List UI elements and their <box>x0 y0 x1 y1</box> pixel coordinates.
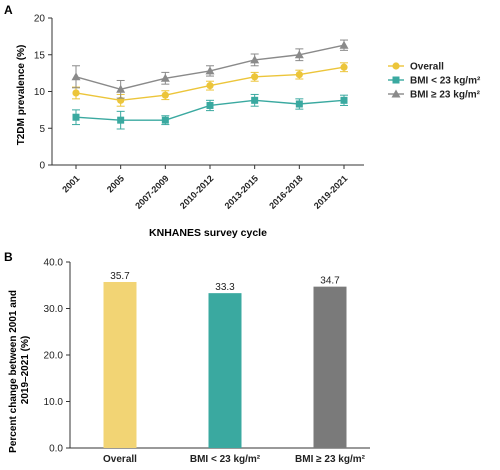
data-point-overall-2010-2012 <box>206 82 214 90</box>
series-bmi-23-kg-m <box>72 93 348 130</box>
panel-a-y-axis-title: T2DM prevalence (%) <box>16 45 27 146</box>
panel-a-y-tick-label-5: 5 <box>39 124 45 135</box>
legend-label-bmi-23-kg-m: BMI < 23 kg/m² <box>410 76 481 87</box>
panel-b-y-axis-title: Percent change between 2001 and 2019–202… <box>8 287 31 453</box>
legend-label-overall: Overall <box>410 62 444 73</box>
data-point-bmi-23-kg-m-2019-2021 <box>340 96 348 104</box>
legend-item-bmi-23-kg-m: BMI < 23 kg/m² <box>388 76 481 87</box>
legend-marker-bmi-23-kg-m <box>391 89 401 98</box>
data-point-bmi-23-kg-m-2001 <box>71 72 81 81</box>
data-point-bmi-23-kg-m-2007-2009 <box>161 116 169 124</box>
legend-item-bmi-23-kg-m: BMI ≥ 23 kg/m² <box>388 89 481 101</box>
legend-label-bmi-23-kg-m: BMI ≥ 23 kg/m² <box>410 90 481 101</box>
data-point-bmi-23-kg-m-2013-2015 <box>251 96 259 104</box>
panel-a-y-tick-label-0: 0 <box>39 161 45 172</box>
data-point-bmi-23-kg-m-2010-2012 <box>205 66 215 75</box>
panel-b-y-tick-label-30-0: 30.0 <box>44 304 64 315</box>
data-point-overall-2016-2018 <box>295 70 303 79</box>
x-category-label-overall: Overall <box>103 454 137 465</box>
panel-b-label: B <box>4 250 13 264</box>
data-point-bmi-23-kg-m-2007-2009 <box>160 73 170 82</box>
bar-value-label-overall: 35.7 <box>110 271 130 282</box>
data-point-overall-2007-2009 <box>161 91 169 99</box>
data-point-overall-2013-2015 <box>251 73 259 81</box>
panel-a-x-tick-label-2005: 2005 <box>105 173 126 194</box>
panel-a-y-tick-label-20: 20 <box>34 14 46 25</box>
x-category-label-bmi-23-kg-m: BMI ≥ 23 kg/m² <box>295 454 366 465</box>
panel-a-x-tick-label-2016-2018: 2016-2018 <box>267 173 305 211</box>
data-point-bmi-23-kg-m-2016-2018 <box>295 100 303 108</box>
data-point-bmi-23-kg-m-2005 <box>116 84 126 93</box>
panel-a-label: A <box>4 3 13 17</box>
panel-b-y-tick-label-40-0: 40.0 <box>44 258 64 269</box>
panel-b-y-tick-label-20-0: 20.0 <box>44 351 64 362</box>
panel-b-bar-chart: 0.0 10.0 20.0 30.0 40.0 35.7 Overall 33.3 BMI < … <box>44 258 370 465</box>
data-point-overall-2019-2021 <box>340 63 348 71</box>
data-point-overall-2001 <box>72 89 80 97</box>
legend-marker-overall <box>392 62 400 70</box>
series-bmi-23-kg-m <box>71 39 349 99</box>
panel-a-y-tick-label-10: 10 <box>34 87 46 98</box>
bar-value-label-bmi-23-kg-m: 34.7 <box>320 276 340 287</box>
panel-b-y-tick-label-10-0: 10.0 <box>44 397 64 408</box>
panel-a-x-tick-label-2019-2021: 2019-2021 <box>312 173 350 211</box>
legend-marker-bmi-23-kg-m <box>392 76 400 84</box>
panel-a-x-axis-title: KNHANES survey cycle <box>149 227 267 239</box>
panel-a-y-tick-label-15: 15 <box>34 50 46 61</box>
data-point-bmi-23-kg-m-2016-2018 <box>294 50 304 59</box>
panel-a-line-chart: 0 5 10 15 20 2001 2005 2007-2009 2010-2012 2013-2… <box>34 14 364 211</box>
bar-value-label-bmi-23-kg-m: 33.3 <box>215 282 235 293</box>
panel-b-y-tick-label-0-0: 0.0 <box>49 444 63 455</box>
panel-a-x-tick-label-2007-2009: 2007-2009 <box>133 173 171 211</box>
panel-a-x-tick-label-2013-2015: 2013-2015 <box>223 173 261 211</box>
data-point-bmi-23-kg-m-2005 <box>117 116 125 124</box>
bar-bmi-23-kg-m <box>208 293 242 448</box>
bar-overall <box>103 281 137 448</box>
panel-a-legend: Overall BMI < 23 kg/m² BMI ≥ 23 kg/m² <box>388 62 481 101</box>
series-overall <box>72 62 348 107</box>
bar-bmi-23-kg-m <box>313 286 347 448</box>
data-point-bmi-23-kg-m-2013-2015 <box>250 55 260 64</box>
legend-item-overall: Overall <box>388 62 444 73</box>
panel-b-y-axis-title-line-2: 2019–2021 (%) <box>20 336 31 404</box>
x-category-label-bmi-23-kg-m: BMI < 23 kg/m² <box>190 454 261 465</box>
panel-a-x-tick-label-2010-2012: 2010-2012 <box>178 173 216 211</box>
data-point-bmi-23-kg-m-2010-2012 <box>206 101 214 109</box>
panel-b-y-axis-title-line-1: Percent change between 2001 and <box>8 290 19 453</box>
data-point-bmi-23-kg-m-2019-2021 <box>339 40 349 49</box>
panel-a-x-tick-label-2001: 2001 <box>60 173 81 194</box>
data-point-bmi-23-kg-m-2001 <box>72 113 80 121</box>
